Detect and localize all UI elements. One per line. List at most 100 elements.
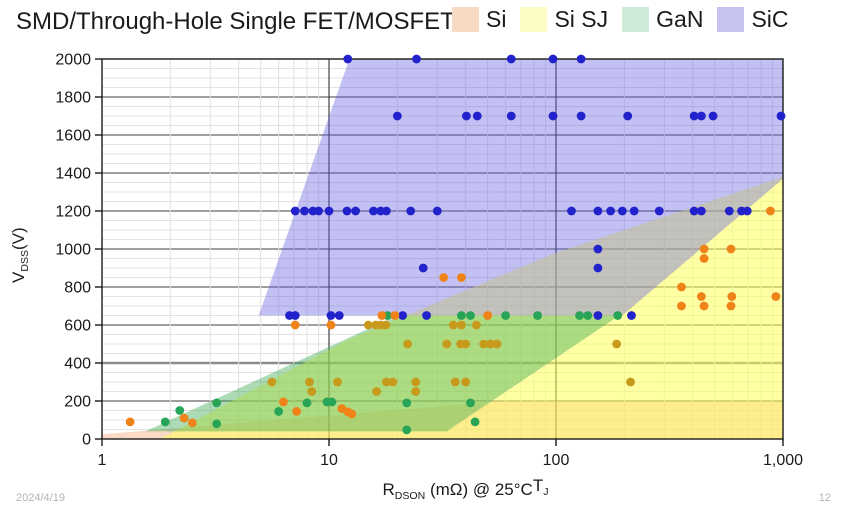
data-point-sic <box>392 111 402 121</box>
data-point-sic <box>472 111 482 121</box>
data-point-sic <box>776 111 786 121</box>
footer-page-number: 12 <box>818 492 831 504</box>
data-point-gan <box>302 398 312 408</box>
data-point-gan <box>613 311 623 320</box>
legend-item-gan: GaN <box>622 6 703 33</box>
data-point-si <box>290 320 300 330</box>
chart-legend: Si Si SJ GaN SiC <box>452 6 789 33</box>
data-point-si-sj <box>456 320 466 330</box>
data-point-sic <box>593 263 603 273</box>
data-point-sic <box>593 311 603 320</box>
data-point-sic <box>418 263 428 273</box>
region-sic <box>258 59 783 316</box>
data-point-sic <box>334 311 344 320</box>
data-point-sic <box>314 206 324 216</box>
data-point-si-sj <box>381 320 391 330</box>
data-point-si <box>439 273 449 282</box>
data-point-sic <box>326 311 336 320</box>
data-point-gan <box>327 397 337 407</box>
data-point-sic <box>351 206 361 216</box>
data-point-si-sj <box>363 320 373 330</box>
legend-label: GaN <box>656 6 704 32</box>
data-point-si-sj <box>626 377 635 387</box>
data-point-sic <box>548 54 558 64</box>
x-tick-label: 100 <box>543 452 570 469</box>
data-point-sic <box>398 311 408 320</box>
data-point-si <box>677 282 686 292</box>
data-point-sic <box>381 206 391 216</box>
data-point-gan <box>212 419 222 429</box>
data-point-si-sj <box>267 377 277 387</box>
data-point-si <box>726 301 736 311</box>
data-point-si <box>179 413 189 423</box>
data-point-gan <box>212 398 222 408</box>
data-point-sic <box>627 311 636 320</box>
legend-label: SiC <box>751 6 789 32</box>
data-point-si-sj <box>486 339 495 349</box>
data-point-sic <box>406 206 416 216</box>
data-point-si-sj <box>612 339 622 349</box>
footer-date: 2024/4/19 <box>16 492 65 504</box>
y-tick-label: 0 <box>82 432 91 449</box>
data-point-si <box>677 301 686 311</box>
data-point-sic <box>462 111 471 121</box>
data-point-gan <box>501 311 511 320</box>
data-point-sic <box>576 111 586 121</box>
data-point-sic <box>290 311 300 320</box>
data-point-sic <box>593 206 603 216</box>
data-point-si <box>292 407 302 416</box>
data-point-si <box>699 301 709 311</box>
data-point-si-sj <box>381 377 391 387</box>
data-point-si-sj <box>492 339 502 349</box>
x-tick-label: 10 <box>320 452 338 469</box>
data-point-sic <box>369 206 378 216</box>
data-point-sic <box>342 206 352 216</box>
data-point-si <box>696 292 706 301</box>
data-point-sic <box>629 206 639 216</box>
legend-item-sic: SiC <box>717 6 789 33</box>
data-point-si <box>125 417 135 427</box>
data-point-sic <box>324 206 334 216</box>
data-point-sic <box>422 311 431 320</box>
data-point-si <box>699 244 709 254</box>
data-point-si-sj <box>372 387 381 396</box>
data-point-sic <box>300 206 309 216</box>
data-point-si <box>699 254 709 263</box>
legend-swatch <box>717 7 745 32</box>
data-point-si-sj <box>307 387 317 396</box>
data-point-gan <box>175 406 185 415</box>
data-point-sic <box>412 54 421 64</box>
data-point-gan <box>160 417 170 427</box>
data-point-si <box>765 206 775 216</box>
data-point-gan <box>575 311 584 320</box>
data-point-si-sj <box>411 377 421 387</box>
y-tick-label: 1200 <box>55 204 91 221</box>
y-tick-label: 800 <box>64 280 91 297</box>
data-point-si <box>726 244 736 254</box>
chart-title: SMD/Through-Hole Single FET/MOSFET <box>16 8 455 35</box>
data-point-si <box>456 273 466 282</box>
y-tick-label: 600 <box>64 318 91 335</box>
data-point-sic <box>593 244 603 254</box>
legend-swatch <box>622 7 650 32</box>
data-point-sic <box>548 111 558 121</box>
x-axis-label: RDSON (mΩ) @ 25°CTJ <box>383 476 549 502</box>
data-point-si-sj <box>411 387 421 396</box>
data-point-sic <box>506 54 516 64</box>
data-point-gan <box>466 398 475 408</box>
legend-label: Si <box>486 6 507 32</box>
data-point-sic <box>708 111 718 121</box>
legend-label: Si SJ <box>554 6 609 32</box>
data-point-sic <box>432 206 442 216</box>
data-point-sic <box>617 206 627 216</box>
data-point-sic <box>606 206 616 216</box>
data-point-si-sj <box>448 320 458 330</box>
data-point-sic <box>689 206 699 216</box>
region-si-sj <box>159 176 784 440</box>
data-point-gan <box>402 425 412 435</box>
y-tick-label: 200 <box>64 394 91 411</box>
data-point-gan <box>456 311 466 320</box>
y-tick-label: 1400 <box>55 166 91 183</box>
